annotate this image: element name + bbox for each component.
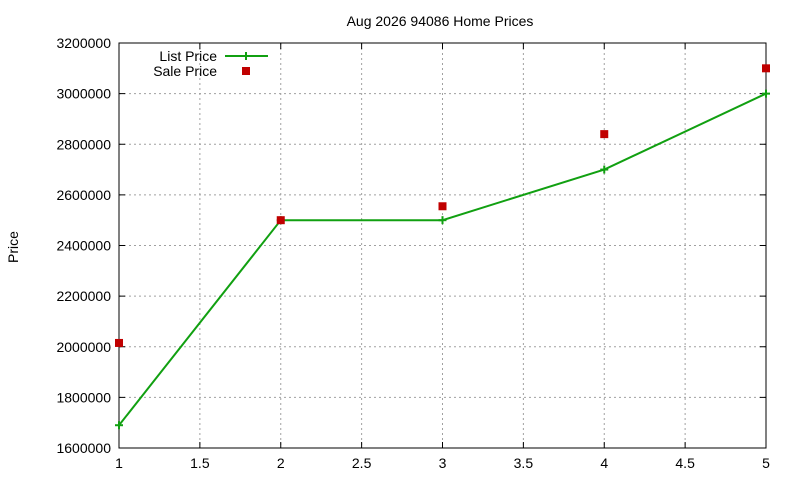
y-tick-label: 2000000	[56, 339, 111, 355]
legend-swatch-marker	[242, 52, 250, 60]
x-tick-label: 4.5	[675, 455, 695, 471]
legend-swatch-marker	[242, 67, 250, 75]
y-axis-title: Price	[5, 231, 21, 263]
y-tick-label: 2800000	[56, 136, 111, 152]
y-tick-label: 1800000	[56, 389, 111, 405]
list-price-point	[762, 89, 770, 98]
x-tick-label: 3	[439, 455, 447, 471]
y-tick-label: 2200000	[56, 288, 111, 304]
x-tick-label: 1	[115, 455, 123, 471]
x-tick-label: 2	[277, 455, 285, 471]
x-tick-label: 1.5	[190, 455, 210, 471]
sale-price-point	[438, 202, 447, 211]
x-tick-label: 4	[600, 455, 608, 471]
list-price-point	[115, 421, 123, 430]
y-tick-label: 2400000	[56, 238, 111, 254]
axis-ticks: 1600000 1800000 2000000 2200000 2400000 26000…	[56, 35, 770, 471]
y-tick-label: 1600000	[56, 440, 111, 456]
sale-price-point	[600, 130, 609, 139]
chart-title: Aug 2026 94086 Home Prices	[347, 13, 534, 29]
list-price-point	[438, 216, 447, 225]
x-tick-label: 3.5	[514, 455, 534, 471]
list-price-point	[600, 165, 609, 174]
sale-price-point	[276, 216, 285, 225]
legend-label: Sale Price	[153, 63, 217, 79]
y-tick-label: 2600000	[56, 187, 111, 203]
sale-price-point	[115, 338, 123, 347]
plot-frame	[118, 42, 767, 449]
x-tick-label: 5	[762, 455, 770, 471]
series-sale-price	[115, 64, 770, 347]
series-layer	[115, 64, 770, 430]
y-tick-label: 3000000	[56, 86, 111, 102]
y-tick-label: 3200000	[56, 35, 111, 51]
x-tick-label: 2.5	[352, 455, 372, 471]
legend-label: List Price	[159, 48, 217, 64]
sale-price-point	[762, 64, 770, 73]
grid	[119, 43, 766, 448]
